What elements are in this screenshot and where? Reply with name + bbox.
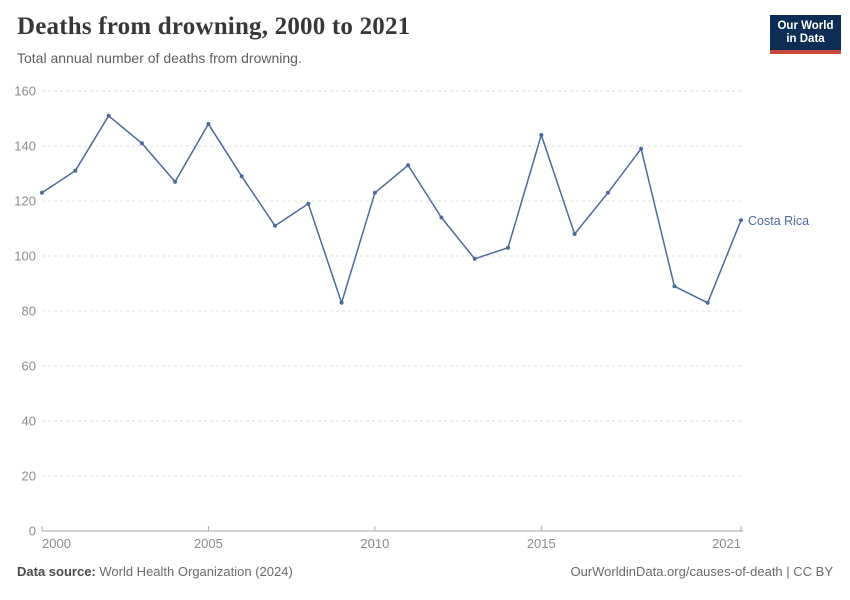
data-point[interactable] bbox=[439, 215, 444, 220]
y-tick-label: 40 bbox=[22, 414, 36, 429]
data-source-note: Data source: World Health Organization (… bbox=[17, 564, 293, 579]
data-point[interactable] bbox=[506, 245, 510, 250]
chart-subtitle: Total annual number of deaths from drown… bbox=[17, 50, 302, 66]
x-tick-label: 2015 bbox=[527, 536, 556, 551]
data-source-text: World Health Organization (2024) bbox=[95, 564, 293, 579]
chart-footer: Data source: World Health Organization (… bbox=[17, 564, 833, 579]
data-point[interactable] bbox=[739, 218, 743, 223]
y-tick-label: 120 bbox=[14, 194, 36, 209]
data-point[interactable] bbox=[206, 122, 211, 126]
data-point[interactable] bbox=[306, 201, 311, 206]
data-point[interactable] bbox=[406, 163, 411, 168]
data-point[interactable] bbox=[605, 190, 610, 195]
owid-logo-line1: Our World bbox=[777, 19, 834, 32]
data-point[interactable] bbox=[472, 256, 477, 261]
y-tick-label: 80 bbox=[22, 304, 36, 319]
data-point[interactable] bbox=[539, 133, 544, 137]
data-point[interactable] bbox=[173, 179, 178, 184]
y-tick-label: 160 bbox=[14, 84, 36, 99]
data-point[interactable] bbox=[639, 146, 644, 151]
x-tick-label: 2021 bbox=[712, 536, 741, 551]
owid-logo-line2: in Data bbox=[786, 32, 825, 45]
x-tick-label: 2010 bbox=[360, 536, 389, 551]
data-point[interactable] bbox=[73, 168, 78, 173]
y-tick-label: 100 bbox=[14, 249, 36, 264]
y-tick-label: 60 bbox=[22, 359, 36, 374]
data-point[interactable] bbox=[106, 113, 111, 118]
y-tick-label: 20 bbox=[22, 469, 36, 484]
data-point[interactable] bbox=[40, 190, 44, 195]
data-point[interactable] bbox=[672, 284, 677, 289]
data-point[interactable] bbox=[372, 190, 377, 195]
x-tick-label: 2000 bbox=[42, 536, 71, 551]
data-point[interactable] bbox=[572, 232, 577, 236]
series-end-label[interactable]: Costa Rica bbox=[748, 214, 809, 228]
y-tick-label: 0 bbox=[29, 524, 36, 539]
data-source-label: Data source: bbox=[17, 564, 96, 579]
chart-title: Deaths from drowning, 2000 to 2021 bbox=[17, 13, 411, 40]
data-point[interactable] bbox=[273, 223, 277, 228]
series-line[interactable] bbox=[41, 115, 742, 304]
x-tick-label: 2005 bbox=[194, 536, 223, 551]
data-point[interactable] bbox=[139, 141, 144, 146]
data-point[interactable] bbox=[339, 300, 344, 305]
data-point[interactable] bbox=[705, 300, 710, 305]
y-tick-label: 140 bbox=[14, 139, 36, 154]
owid-logo[interactable]: Our World in Data bbox=[770, 15, 841, 54]
credit-link[interactable]: OurWorldinData.org/causes-of-death | CC … bbox=[570, 564, 833, 579]
data-point[interactable] bbox=[239, 174, 244, 179]
